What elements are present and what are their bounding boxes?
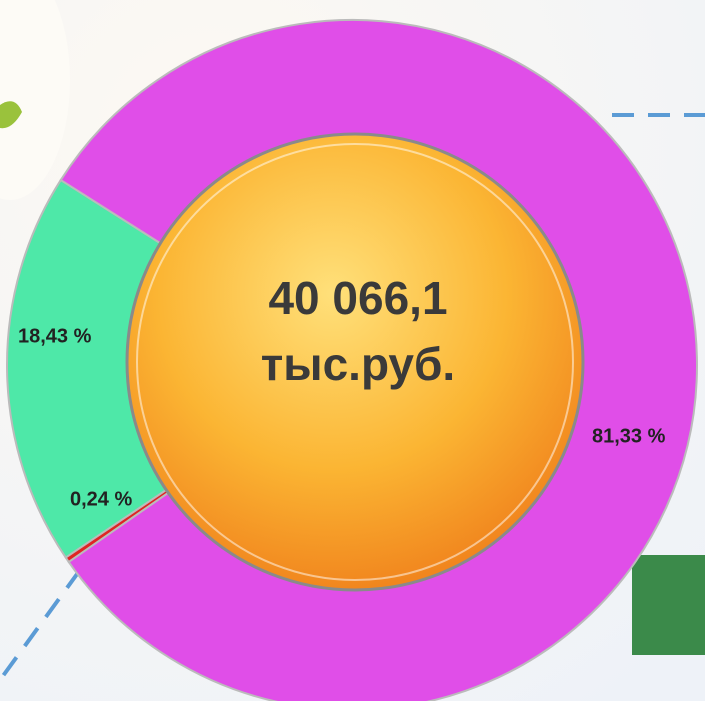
center-value: 40 066,1: [268, 272, 447, 324]
decor: [632, 555, 705, 655]
center-unit: тыс.руб.: [261, 338, 455, 390]
data-label: 18,43 %: [18, 325, 92, 347]
data-label: 81,33 %: [592, 425, 666, 447]
chart: 40 066,1 тыс.руб. 81,33 % 18,43 % 0,24 %: [0, 0, 705, 701]
page: {"chart_data": {"type": "donut", "center…: [0, 0, 705, 701]
data-label: 0,24 %: [70, 488, 132, 510]
